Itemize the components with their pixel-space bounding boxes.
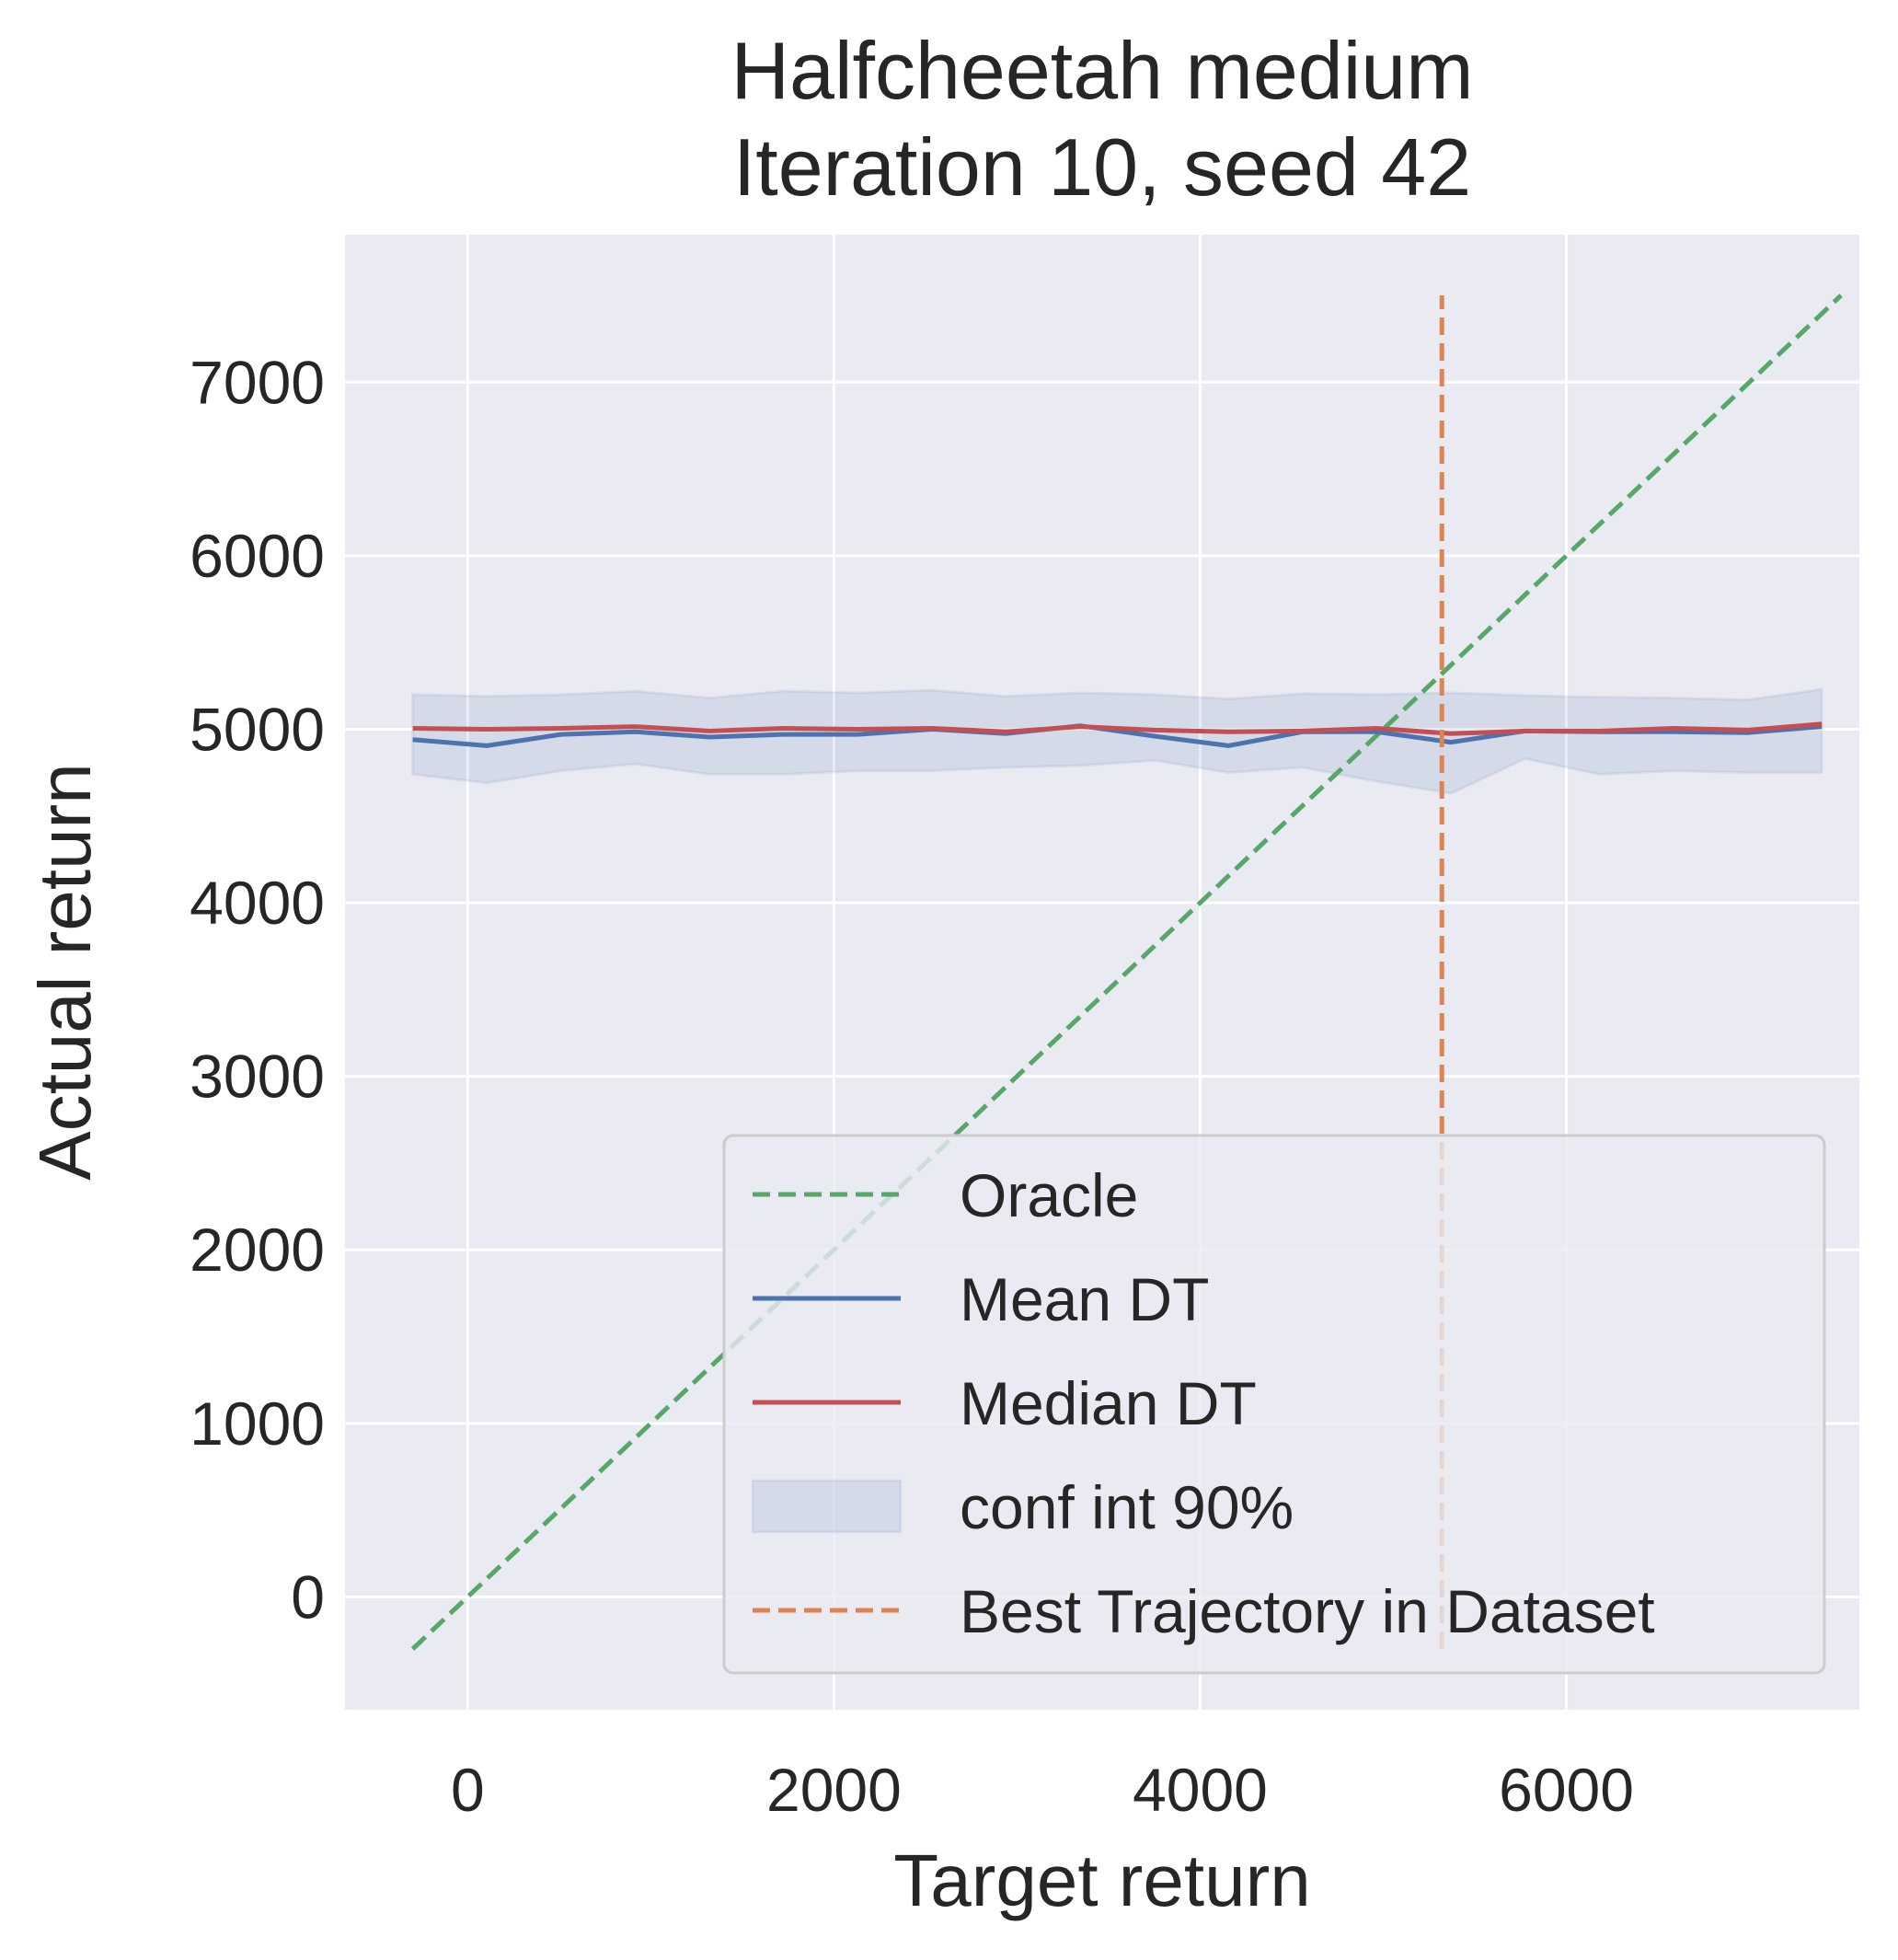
x-tick-label: 6000 [1499, 1756, 1634, 1824]
y-tick-label: 3000 [190, 1043, 325, 1111]
legend-label-median-dt: Median DT [960, 1369, 1257, 1437]
tick-labels: 0 2000 4000 6000 0 1000 2000 3000 4000 5000 6000 70… [190, 348, 1634, 1824]
y-tick-label: 4000 [190, 869, 325, 937]
y-axis-label: Actual return [24, 763, 106, 1181]
chart-title: Halfcheetah medium Iteration 10, seed 42 [730, 25, 1473, 213]
x-tick-label: 2000 [766, 1756, 902, 1824]
legend-label-oracle: Oracle [960, 1161, 1138, 1229]
y-tick-label: 6000 [190, 522, 325, 590]
legend: Oracle Mean DT Median DT conf int 90% Best T… [722, 1134, 1826, 1675]
chart-title-line-2: Iteration 10, seed 42 [733, 121, 1471, 213]
conf-int-band [411, 687, 1823, 795]
x-tick-label: 0 [451, 1756, 485, 1824]
legend-box [722, 1134, 1826, 1675]
x-tick-label: 4000 [1133, 1756, 1268, 1824]
median-dt-line [412, 721, 1823, 736]
x-axis-label: Target return [893, 1839, 1311, 1921]
legend-label-best-trajectory-in-dataset: Best Trajectory in Dataset [960, 1577, 1655, 1645]
y-tick-label: 5000 [190, 695, 325, 763]
y-tick-label: 1000 [190, 1389, 325, 1458]
y-tick-label: 7000 [190, 348, 325, 416]
chart-title-line-1: Halfcheetah medium [730, 25, 1473, 116]
series-layer [410, 294, 1843, 1651]
y-tick-label: 0 [291, 1562, 325, 1631]
legend-swatch-conf-int-90 [751, 1479, 903, 1534]
oracle-line [410, 294, 1843, 1651]
legend-label-conf-int-90: conf int 90% [960, 1473, 1294, 1541]
legend-label-mean-dt: Mean DT [960, 1265, 1209, 1333]
y-tick-label: 2000 [190, 1216, 325, 1284]
